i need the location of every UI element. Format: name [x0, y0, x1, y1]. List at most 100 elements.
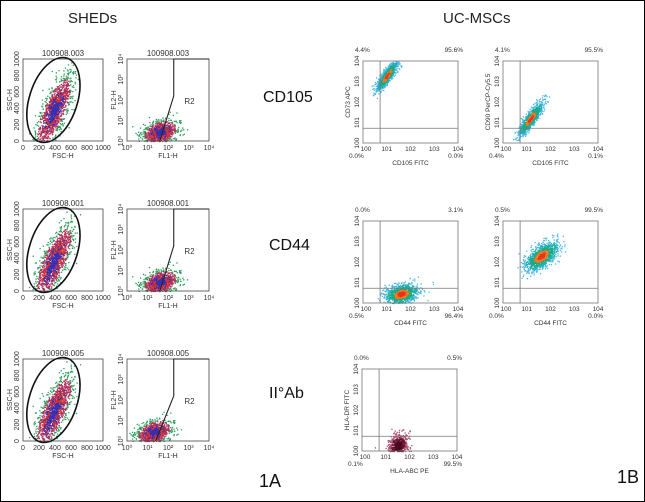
row-label-cd105: CD105 [263, 89, 313, 106]
plot-frame [22, 358, 104, 442]
x-tick-label: 10⁴ [204, 145, 215, 152]
x-tick-label: 103 [569, 146, 580, 153]
fsc-ssc-plot: 100908.005002002004004006006008008001000… [7, 349, 111, 460]
event-dots [374, 428, 413, 453]
x-tick-label: 103 [429, 306, 440, 313]
quadrant-ll-percent: 0.0% [489, 313, 504, 320]
x-tick-label: 102 [405, 306, 416, 313]
y-tick-label: 0 [14, 139, 21, 143]
x-tick-label: 10³ [183, 145, 194, 152]
quadrant-ll-percent: 0.4% [489, 153, 504, 160]
y-tick-label: 103 [494, 76, 501, 87]
x-tick-label: 104 [593, 306, 604, 313]
y-tick-label: 101 [354, 277, 361, 288]
gate-ellipse[interactable] [17, 351, 90, 450]
quadrant-ur-percent: 0.5% [447, 355, 462, 362]
y-tick-label: 100 [494, 297, 501, 308]
quadrant-ur-percent: 95.5% [585, 47, 604, 54]
y-tick-label: 100 [354, 137, 361, 148]
plot-frame [126, 358, 210, 442]
gate-r2-label: R2 [184, 247, 195, 256]
fsc-ssc-plot: 100908.003002002004004006006008008001000… [7, 49, 111, 160]
x-tick-label: 10² [163, 145, 174, 152]
quadrant-lr-percent: 96.4% [445, 313, 464, 320]
y-tick-label: 100 [353, 445, 360, 456]
x-tick-label: 0 [21, 445, 25, 452]
x-tick-label: 104 [452, 454, 463, 461]
y-tick-label: 400 [14, 402, 21, 414]
x-tick-label: 10³ [183, 295, 194, 302]
y-tick-label: 103 [354, 76, 361, 87]
x-tick-label: 600 [65, 295, 77, 302]
event-dots [129, 411, 183, 443]
x-tick-label: 400 [49, 445, 61, 452]
y-tick-label: 200 [14, 269, 21, 281]
quadrant-ul-percent: 0.0% [354, 355, 369, 362]
y-axis-label: HLA-DR FITC [344, 389, 351, 430]
gate-r2[interactable] [155, 358, 209, 442]
x-tick-label: 10⁴ [204, 295, 215, 302]
y-tick-label: 1000 [14, 51, 21, 67]
gate-ellipse[interactable] [17, 201, 90, 300]
event-dots [28, 360, 82, 443]
y-tick-label: 101 [494, 117, 501, 128]
x-tick-label: 1000 [95, 295, 111, 302]
x-tick-label: 10¹ [142, 145, 153, 152]
gate-r2[interactable] [159, 58, 209, 142]
x-tick-label: 10¹ [142, 295, 153, 302]
plot-frame [362, 60, 459, 144]
sample-id: 100908.005 [42, 349, 85, 358]
event-dots [371, 61, 403, 99]
x-tick-label: 1000 [95, 445, 111, 452]
y-axis-label: FL2-H [111, 390, 118, 409]
y-tick-label: 200 [14, 119, 21, 131]
gate-ellipse[interactable] [17, 51, 90, 150]
x-tick-label: 10⁰ [122, 294, 133, 302]
x-tick-label: 100 [360, 454, 371, 461]
quadrant-ll-percent: 0.1% [348, 461, 363, 468]
y-tick-label: 100 [494, 137, 501, 148]
gate-r2-label: R2 [184, 97, 195, 106]
y-tick-label: 10⁰ [117, 136, 125, 147]
x-tick-label: 100 [361, 146, 372, 153]
quadrant-lr-percent: 0.0% [448, 153, 463, 160]
plot-frame [502, 220, 599, 304]
y-tick-label: 800 [14, 219, 21, 231]
panel-label-1a: 1A [259, 471, 282, 491]
y-tick-label: 102 [494, 96, 501, 107]
x-tick-label: 102 [545, 306, 556, 313]
x-axis-label: FSC-H [52, 453, 73, 460]
quadrant-lr-percent: 0.0% [588, 313, 603, 320]
y-tick-label: 10¹ [118, 265, 125, 276]
y-tick-label: 10² [118, 94, 125, 105]
x-tick-label: 400 [49, 145, 61, 152]
x-tick-label: 100 [501, 306, 512, 313]
sample-id: 100908.005 [147, 349, 190, 358]
y-tick-label: 104 [494, 55, 501, 66]
y-axis-label: CD90 PerCP-Cy5.5 [485, 73, 492, 130]
quadrant-ul-percent: 4.1% [495, 47, 510, 54]
event-dots [517, 233, 567, 280]
y-tick-label: 102 [354, 96, 361, 107]
quadrant-ll-percent: 0.5% [349, 313, 364, 320]
x-tick-label: 200 [33, 145, 45, 152]
x-tick-label: 10¹ [142, 445, 153, 452]
gate-r2-label: R2 [184, 397, 195, 406]
y-tick-label: 10³ [118, 74, 125, 85]
sample-id: 100908.003 [42, 49, 85, 58]
y-tick-label: 10² [118, 244, 125, 255]
y-tick-label: 400 [14, 252, 21, 264]
y-tick-label: 800 [14, 69, 21, 81]
plot-frame [126, 208, 210, 292]
y-tick-label: 10¹ [118, 115, 125, 126]
event-dots [377, 276, 435, 305]
gate-r2[interactable] [159, 208, 209, 292]
y-tick-label: 104 [354, 215, 361, 226]
quadrant-lr-percent: 0.1% [588, 153, 603, 160]
